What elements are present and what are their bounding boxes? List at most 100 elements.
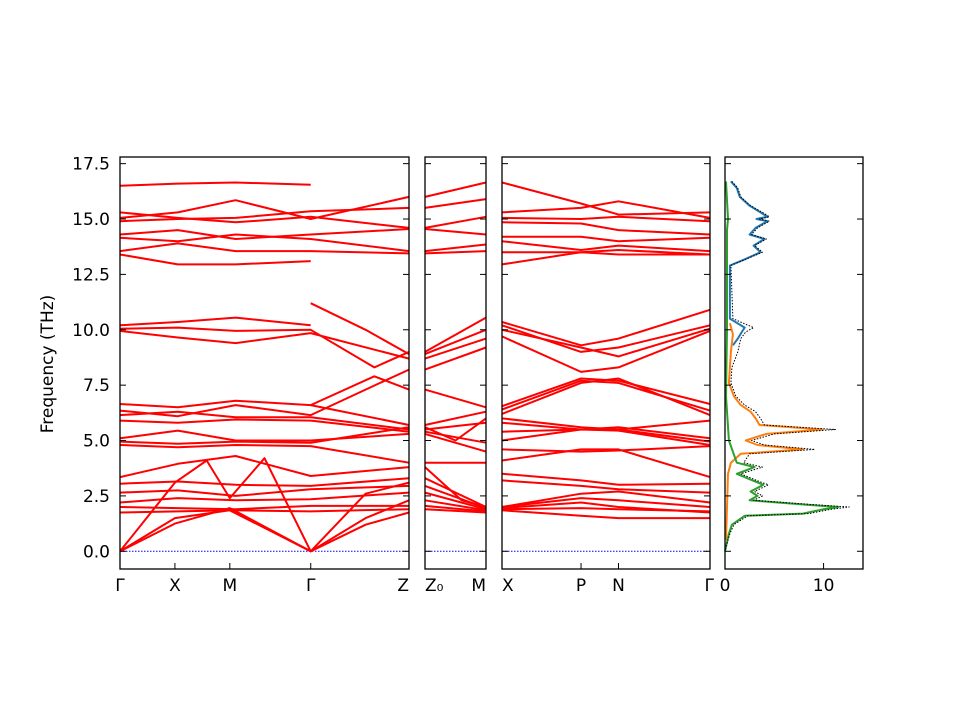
phonon-band: [501, 507, 711, 513]
dos-curve: [725, 322, 824, 541]
phonon-band: [424, 346, 487, 371]
phonon-band: [119, 181, 311, 187]
y-tick-label: 5.0: [83, 432, 110, 452]
phonon-band: [119, 508, 410, 514]
dos-x-tick-label: 0: [720, 576, 731, 596]
band-panels: Γ X M Γ Z Z₀ M X P N Γ: [115, 156, 715, 596]
phonon-band: [501, 308, 711, 347]
y-tick-label: 0.0: [83, 542, 110, 562]
dos-curve: [724, 181, 850, 552]
phonon-band: [501, 221, 711, 236]
phonon-band: [119, 253, 311, 266]
phonon-band: [119, 507, 410, 553]
phonon-band: [119, 455, 410, 479]
phonon-band: [424, 388, 487, 409]
phonon-band: [119, 504, 409, 511]
x-tick-label: Γ: [306, 576, 316, 596]
phonon-band: [501, 448, 711, 479]
phonon-band: [501, 215, 711, 223]
dos-frame: [724, 156, 864, 570]
phonon-band: [424, 410, 487, 426]
phonon-band: [119, 426, 410, 445]
phonon-band: [119, 329, 410, 360]
x-tick-label: N: [612, 576, 625, 596]
x-tick-label: Z₀: [425, 576, 444, 596]
y-tick-label: 2.5: [83, 487, 110, 507]
phonon-band: [501, 251, 710, 266]
phonon-band: [119, 228, 410, 240]
phonon-band: [501, 200, 711, 219]
phonon-band: [424, 432, 487, 453]
dos-curve: [728, 180, 769, 346]
phonon-band: [119, 233, 410, 253]
phonon-band: [424, 417, 487, 442]
phonon-band: [501, 377, 711, 417]
y-tick-labels: 0.0 2.5 5.0 7.5 10.0 12.5 15.0 17.5: [72, 155, 110, 563]
phonon-band: [119, 326, 410, 369]
phonon-band: [501, 377, 711, 408]
panel-frame: [501, 156, 711, 570]
phonon-band: [424, 337, 487, 360]
phonon-band: [501, 421, 711, 440]
x-tick-label: M: [471, 576, 486, 596]
phonon-band: [310, 375, 410, 407]
phonon-band: [424, 508, 487, 514]
phonon-band: [119, 491, 410, 504]
x-tick-label: M: [222, 576, 237, 596]
phonon-band: [119, 242, 410, 255]
phonon-band: [501, 445, 711, 453]
phonon-band: [424, 421, 487, 431]
phonon-band: [501, 327, 711, 358]
panel-frame: [119, 156, 410, 570]
phonon-band: [119, 429, 410, 442]
phonon-band: [119, 484, 410, 497]
phonon-band: [119, 444, 410, 464]
band-panel-2: Z₀ M: [424, 156, 487, 596]
phonon-band: [424, 430, 487, 444]
phonon-band: [501, 240, 711, 253]
phonon-band: [501, 181, 711, 216]
phonon-band: [119, 316, 311, 327]
phonon-band: [424, 215, 487, 229]
phonon-band: [501, 428, 711, 446]
phonon-band: [502, 249, 711, 256]
phonon-band: [424, 484, 487, 510]
phonon-band: [501, 472, 711, 486]
phonon-band: [424, 198, 487, 209]
phonon-band: [424, 181, 487, 198]
phonon-band: [119, 206, 410, 223]
y-tick-label: 12.5: [72, 265, 110, 285]
x-tick-label: Γ: [115, 576, 125, 596]
x-tick-label: Γ: [705, 576, 715, 596]
phonon-band: [501, 490, 711, 508]
phonon-band: [424, 250, 487, 255]
phonon-band: [119, 211, 410, 229]
dos-curve: [724, 181, 840, 552]
x-tick-label: X: [169, 576, 181, 596]
phonon-band: [119, 368, 410, 418]
phonon-band: [424, 491, 487, 511]
x-tick-label: X: [502, 576, 514, 596]
phonon-band: [424, 328, 487, 356]
x-tick-label: P: [576, 576, 586, 596]
phonon-band: [119, 457, 410, 553]
phonon-band: [424, 504, 487, 513]
phonon-band: [119, 399, 410, 426]
panel-frame: [424, 156, 487, 570]
phonon-band: [424, 228, 487, 236]
phonon-band: [119, 418, 410, 433]
phonon-band: [501, 329, 711, 373]
dos-panel: 0 10: [720, 156, 864, 596]
y-tick-label: 17.5: [72, 155, 110, 175]
phonon-band: [501, 509, 710, 520]
phonon-band: [119, 477, 410, 487]
x-tick-label: Z: [397, 576, 409, 596]
phonon-band: [119, 410, 410, 431]
phonon-band: [424, 477, 487, 508]
phonon-band: [501, 479, 711, 494]
y-tick-label: 15.0: [72, 210, 110, 230]
phonon-band: [424, 499, 487, 512]
